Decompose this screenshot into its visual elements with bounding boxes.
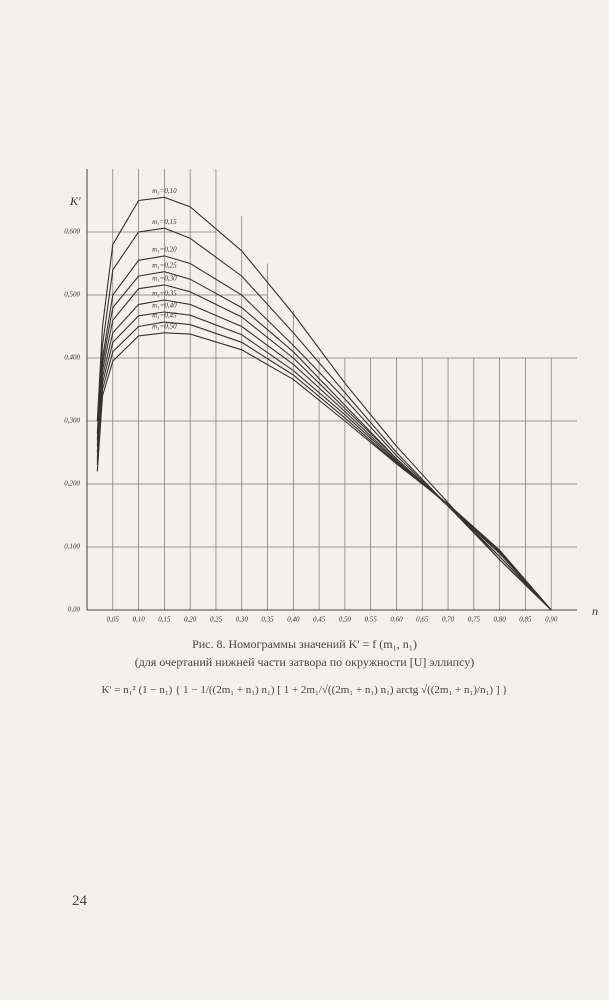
page-number: 24 [72,893,87,909]
x-tick-label: 0,05 [107,616,120,624]
curve-label: m₁=0,25 [152,261,177,269]
x-tick-label: 0,90 [545,616,558,624]
y-tick-label: 0,100 [64,543,80,551]
curve-label: m₁=0,45 [152,312,177,320]
x-axis-label: n [592,604,598,618]
x-tick-label: 0,60 [390,616,403,624]
curve-label: m₁=0,50 [152,322,177,330]
curve [96,299,552,611]
chart: K' n 0,00 0,100 0,200 0,300 0,400 0,500 0,600 0… [64,169,598,624]
curve-label: m₁=0,20 [152,246,177,254]
curve-label: m₁=0,40 [152,302,177,310]
x-tick-label: 0,20 [184,616,197,624]
y-axis-label: K' [69,194,81,208]
y-tick-label: 0,00 [68,606,81,614]
x-tick-label: 0,55 [365,616,378,624]
x-tick-label: 0,50 [339,616,352,624]
x-tick-label: 0,30 [236,616,249,624]
curve [96,332,552,611]
y-tick-label: 0,200 [64,480,80,488]
y-tick-label: 0,500 [64,291,80,299]
curve-label: m₁=0,10 [152,187,177,195]
x-tick-label: 0,75 [468,616,481,624]
curve-label: m₁=0,30 [152,275,177,283]
x-tick-label: 0,85 [519,616,532,624]
curve [96,196,552,611]
curve [96,284,552,611]
formula: K' = n₁² (1 − n₁) { 1 − 1/((2m₁ + n₁) n₁… [101,684,508,696]
x-tick-label: 0,80 [494,616,507,624]
x-tick-label: 0,15 [158,616,171,624]
y-tick-label: 0,300 [64,417,80,425]
x-tick-label: 0,70 [442,616,455,624]
caption-subtitle: (для очертаний нижней части затвора по о… [134,655,475,669]
y-tick-label: 0,400 [64,354,80,362]
x-tick-label: 0,10 [132,616,145,624]
x-tick-label: 0,35 [261,616,274,624]
caption-title: Рис. 8. Номограммы значений K' = f (m₁, … [192,637,417,651]
curve-label: m₁=0,15 [152,218,177,226]
x-tick-label: 0,40 [287,616,300,624]
curve [96,311,552,611]
x-tick-label: 0,45 [313,616,326,624]
y-tick-label: 0,600 [64,228,80,236]
x-tick-label: 0,25 [210,616,223,624]
x-tick-label: 0,65 [416,616,429,624]
curve [96,321,552,611]
curve-label: m₁=0,35 [152,290,177,298]
